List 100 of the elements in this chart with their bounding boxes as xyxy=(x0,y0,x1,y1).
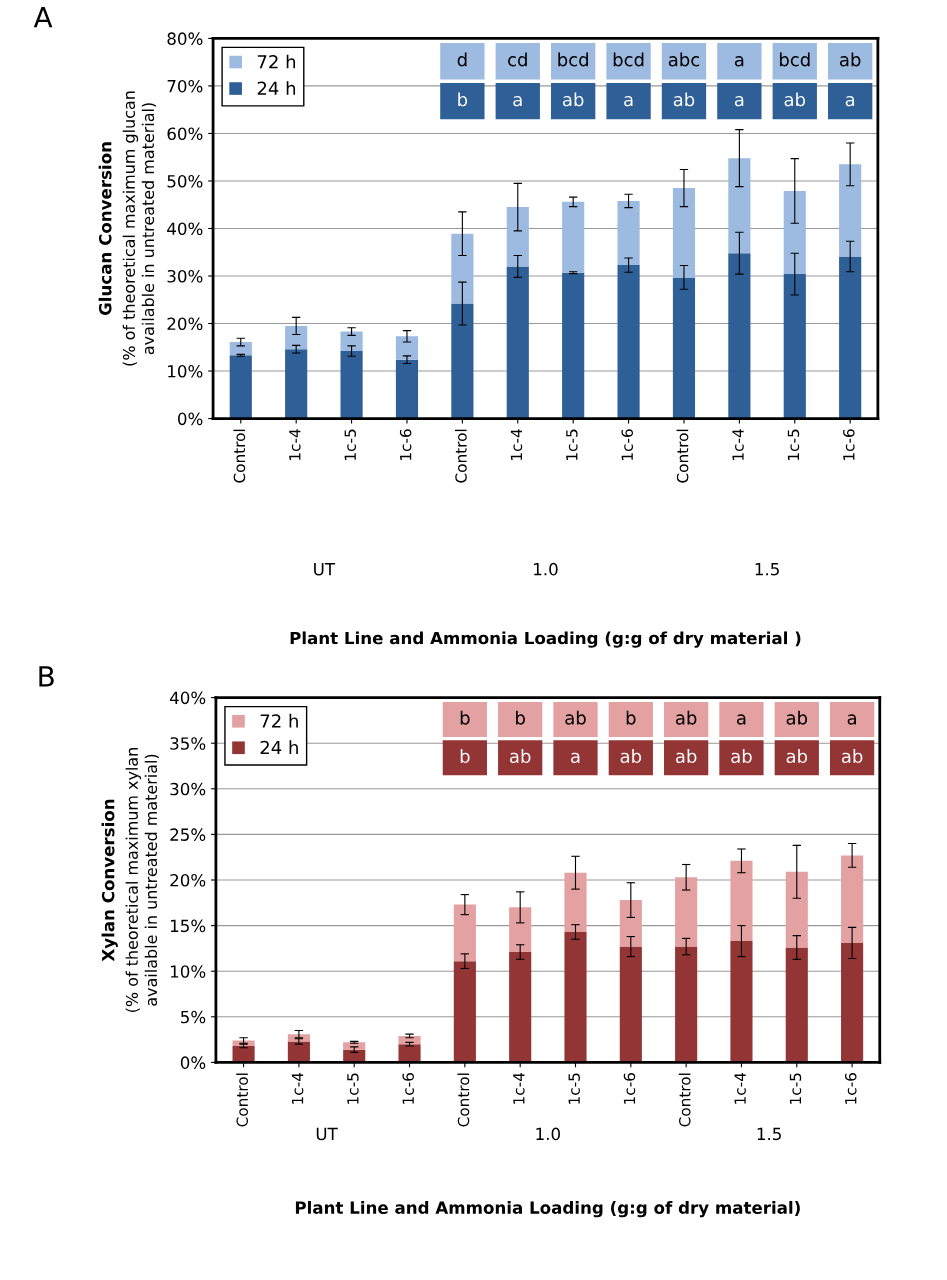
chart-title: B xyxy=(39,666,54,687)
bar xyxy=(564,931,587,1063)
x-tick-label: 1c-6 xyxy=(844,1073,857,1104)
annotation: bcd xyxy=(613,52,644,67)
y-tick-label: 40% xyxy=(167,222,203,236)
x-tick-label: 1c-5 xyxy=(568,1073,580,1104)
bar xyxy=(506,207,529,267)
bar xyxy=(229,342,252,356)
bar xyxy=(619,900,642,947)
x-tick-label: 1c-4 xyxy=(513,1072,525,1104)
x-tick-label: 1c-6 xyxy=(402,1073,414,1104)
bar xyxy=(783,274,806,419)
annotation: a xyxy=(571,752,580,764)
x-tick-label: Control xyxy=(678,1073,691,1127)
annotation: ab xyxy=(562,92,584,107)
bar xyxy=(562,272,585,419)
x-tick-label: 1c-6 xyxy=(399,429,412,460)
annotation: ab xyxy=(675,710,697,725)
y-tick-label: 60% xyxy=(167,127,203,141)
annotation: a xyxy=(624,96,633,107)
y-tick-label: 5% xyxy=(181,1010,206,1024)
bar xyxy=(841,855,864,943)
x-axis-title: Plant Line and Ammonia Loading (g:g of dry material) xyxy=(295,1201,800,1218)
y-tick-label: 0% xyxy=(178,412,203,426)
chart-title: A xyxy=(33,7,53,28)
annotation: ab xyxy=(731,749,752,764)
bar xyxy=(730,941,753,1063)
annotation: ab xyxy=(784,92,806,107)
x-tick-label: 1c-5 xyxy=(787,429,800,460)
x-tick-label: 1c-5 xyxy=(789,1073,802,1104)
bar xyxy=(785,871,808,948)
y-tick-label: 15% xyxy=(170,919,206,933)
x-tick-label: 1c-6 xyxy=(623,1073,636,1104)
annotation: ab xyxy=(786,710,808,725)
bar xyxy=(229,355,252,419)
annotation: bcd xyxy=(779,52,810,67)
text: UT xyxy=(314,563,336,576)
annotation: ab xyxy=(786,749,808,764)
x-tick-label: Control xyxy=(454,429,467,483)
bar xyxy=(232,1045,255,1063)
annotation: cd xyxy=(508,52,527,67)
annotation: ab xyxy=(620,749,642,764)
bar xyxy=(617,265,640,419)
bar xyxy=(839,256,862,419)
bar xyxy=(730,860,753,942)
bar xyxy=(617,200,640,266)
x-tick-label: 1c-4 xyxy=(732,429,744,460)
bar xyxy=(453,961,476,1063)
annotation: a xyxy=(513,96,522,107)
x-tick-label: 1c-6 xyxy=(843,429,855,460)
y-tick-label: 30% xyxy=(170,782,206,796)
y-tick-label: 35% xyxy=(170,737,206,750)
y-axis-title: Xylan Conversion (% of theoretical maximum xylan available in untreated material) xyxy=(101,748,159,1012)
bar xyxy=(451,233,474,304)
x-tick-label: Control xyxy=(457,1073,470,1127)
bar xyxy=(453,904,476,962)
bar xyxy=(395,359,419,419)
bar xyxy=(675,877,698,947)
bar xyxy=(398,1035,421,1045)
bar xyxy=(398,1044,421,1063)
bar xyxy=(675,946,698,1063)
text: 1.0 xyxy=(536,1127,560,1141)
x-tick-label: Control xyxy=(676,429,689,483)
legend-label: 24 h xyxy=(260,740,298,755)
bar xyxy=(285,349,308,419)
annotation: a xyxy=(737,714,746,725)
y-tick-label: 30% xyxy=(167,269,203,283)
bar xyxy=(509,907,532,953)
x-tick-label: Control xyxy=(233,429,246,483)
bar xyxy=(395,336,419,360)
bar xyxy=(672,277,696,419)
bar xyxy=(783,190,806,275)
x-tick-label: Control xyxy=(236,1073,249,1127)
x-axis-title: Plant Line and Ammonia Loading (g:g of dry material ) xyxy=(290,631,801,648)
annotation: ab xyxy=(673,92,695,107)
x-tick-label: 1c-5 xyxy=(344,429,357,460)
bar xyxy=(564,872,587,932)
annotation: b xyxy=(626,710,636,725)
y-tick-label: 50% xyxy=(167,174,203,188)
y-tick-label: 20% xyxy=(170,873,206,887)
y-tick-label: 10% xyxy=(170,965,206,978)
y-tick-label: 80% xyxy=(167,32,203,45)
x-tick-label: 1c-4 xyxy=(291,1072,304,1104)
x-tick-label: 1c-5 xyxy=(566,429,578,460)
x-tick-label: 1c-4 xyxy=(734,1072,746,1104)
bar xyxy=(672,188,696,278)
annotation: b xyxy=(460,749,470,764)
annotation: b xyxy=(458,92,468,107)
bar xyxy=(451,303,474,419)
y-tick-label: 40% xyxy=(169,691,206,705)
bar xyxy=(285,325,308,350)
annotation: a xyxy=(734,56,744,67)
bar xyxy=(506,266,529,419)
bar xyxy=(509,952,532,1063)
x-tick-label: 1c-6 xyxy=(621,429,633,460)
bar xyxy=(562,201,585,273)
annotation: ab xyxy=(841,749,863,764)
annotation: bcd xyxy=(558,52,588,67)
legend-label: 24 h xyxy=(257,81,296,95)
text: 1.5 xyxy=(755,563,779,576)
